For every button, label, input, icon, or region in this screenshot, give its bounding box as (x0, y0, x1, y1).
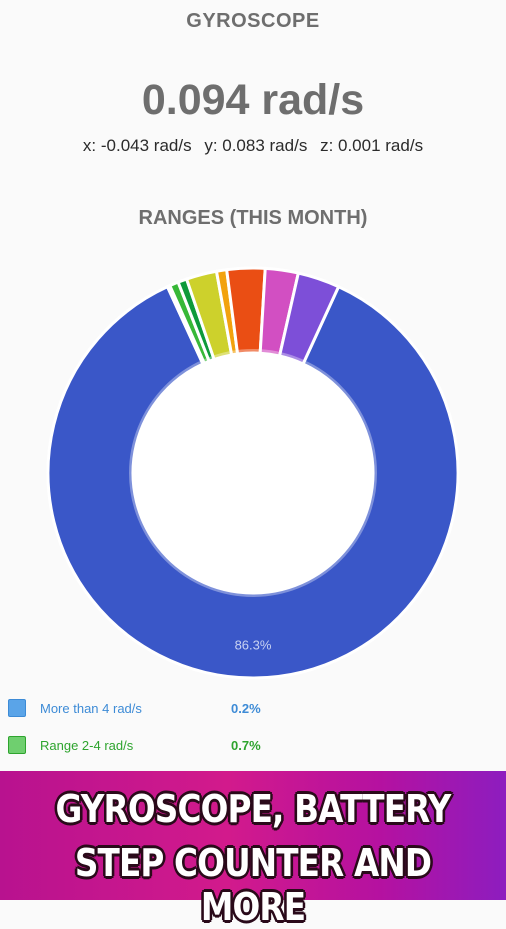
legend-percent: 0.2% (231, 700, 261, 716)
screen-title: GYROSCOPE (186, 10, 320, 32)
legend-item-range-2-4[interactable]: Range 2-4 rad/s 0.7% (8, 734, 261, 756)
banner-line-1: GYROSCOPE, BATTERY (55, 787, 452, 831)
legend-item-more-than-4[interactable]: More than 4 rad/s 0.2% (8, 697, 261, 719)
donut-hole (129, 349, 377, 597)
ranges-title: RANGES (THIS MONTH) (138, 207, 368, 229)
legend-percent: 0.7% (231, 737, 261, 753)
y-reading: y: 0.083 rad/s (204, 136, 308, 155)
axis-readings: x: -0.043 rad/s y: 0.083 rad/s z: 0.001 … (0, 136, 506, 156)
ranges-donut-chart[interactable]: 86.3% (0, 250, 506, 690)
promo-banner: GYROSCOPE, BATTERY STEP COUNTER AND MORE (0, 771, 506, 929)
legend-swatch (8, 736, 26, 754)
banner-line-2: STEP COUNTER AND MORE (74, 841, 432, 929)
z-reading: z: 0.001 rad/s (320, 136, 424, 155)
gyro-magnitude: 0.094 rad/s (141, 76, 365, 124)
x-reading: x: -0.043 rad/s (82, 136, 192, 155)
donut-slice[interactable] (46, 284, 460, 680)
slice-label: 86.3% (235, 638, 272, 653)
legend-swatch (8, 699, 26, 717)
donut-slice[interactable] (277, 271, 341, 366)
legend-label: Range 2-4 rad/s (40, 737, 134, 753)
legend-label: More than 4 rad/s (40, 700, 142, 716)
